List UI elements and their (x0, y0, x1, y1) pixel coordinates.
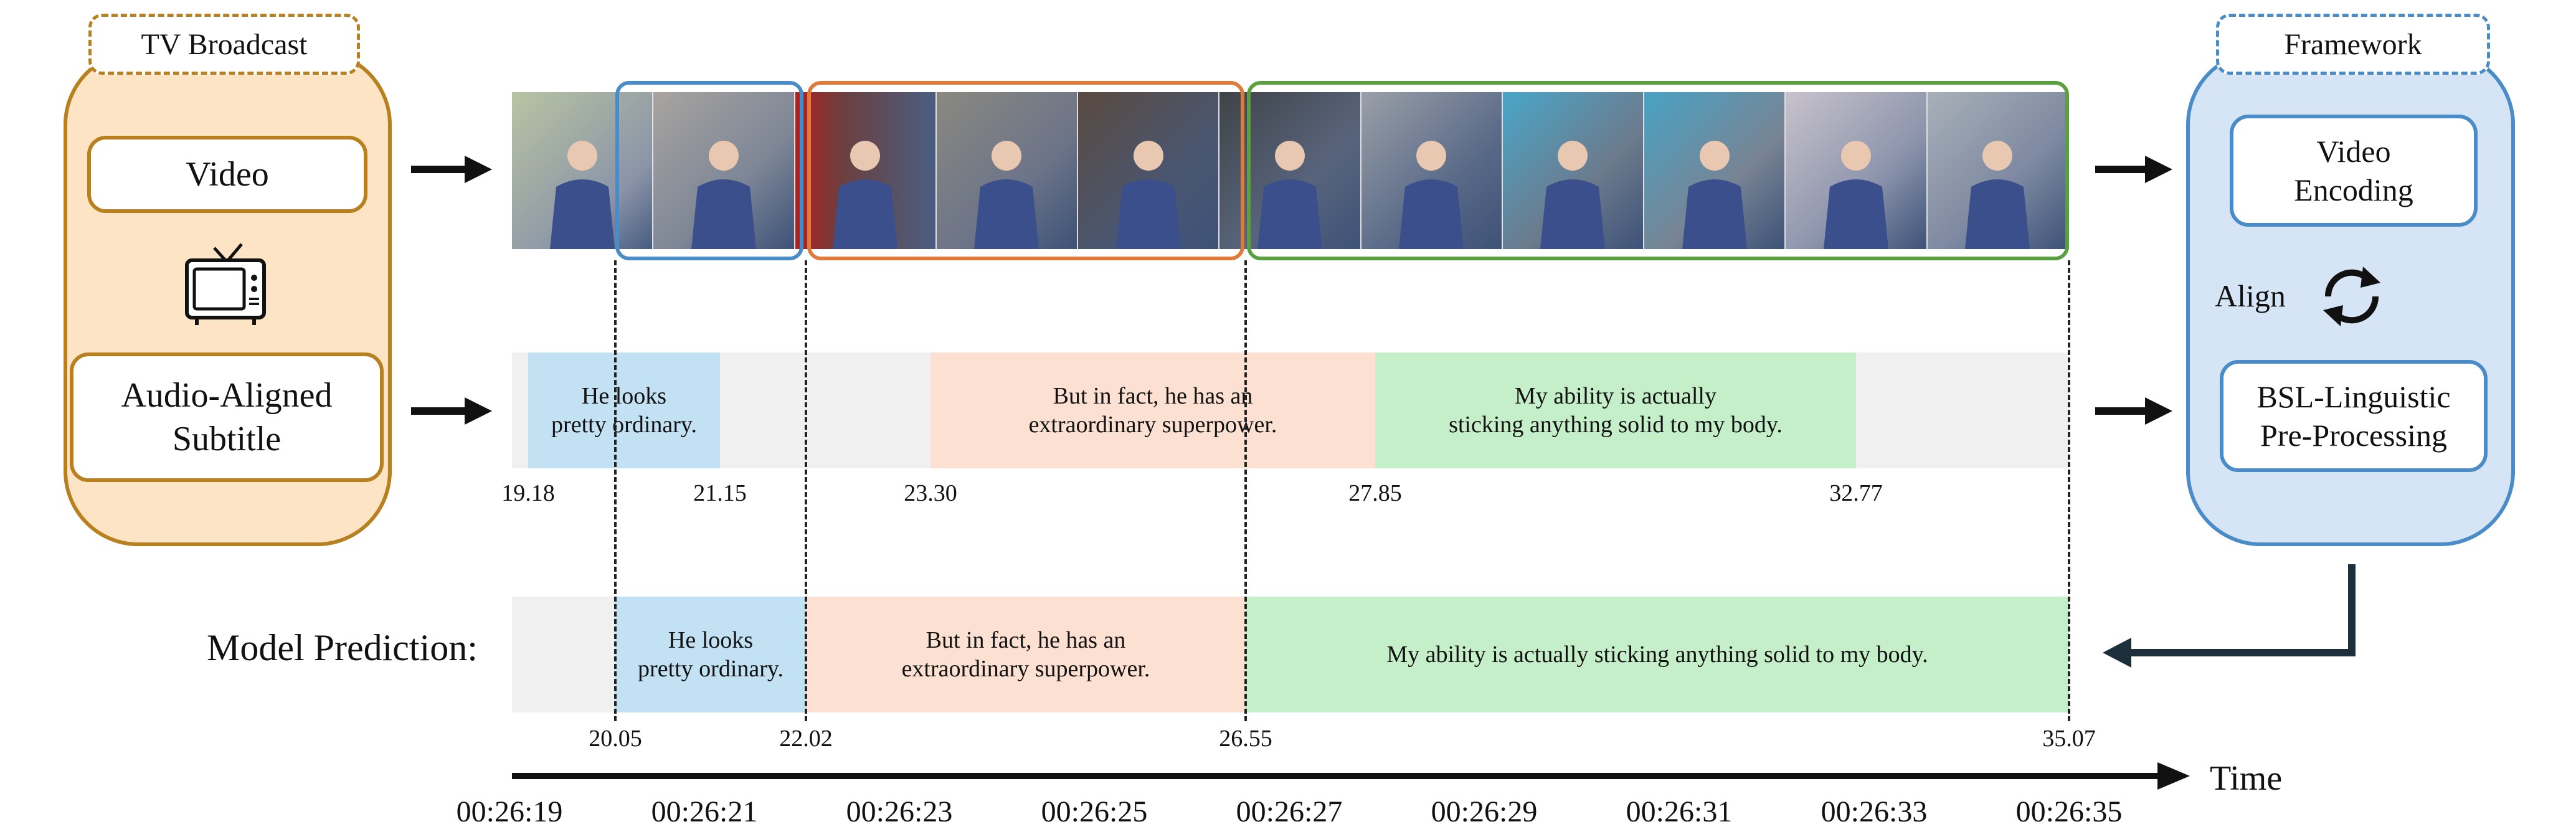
prediction-segment: He looks pretty ordinary. (615, 597, 806, 712)
time-tick: 00:26:23 (846, 795, 953, 828)
prediction-segment: But in fact, he has an extraordinary sup… (806, 597, 1246, 712)
time-tick: 00:26:33 (1821, 795, 1928, 828)
subtitle-segment: My ability is actually sticking anything… (1375, 352, 1856, 468)
align-label: Align (2215, 278, 2286, 313)
tv-broadcast-title: TV Broadcast (141, 27, 308, 61)
alignment-dashed-line (614, 260, 617, 721)
alignment-dashed-line (1244, 260, 1247, 721)
segment-box-orange (807, 81, 1244, 260)
framework-tag: Framework (2216, 14, 2490, 75)
video-frame (1927, 92, 2069, 249)
arrow-head (465, 397, 492, 425)
arrow-head (2145, 397, 2172, 425)
tv-icon (182, 242, 269, 329)
video-label: Video (186, 155, 269, 194)
time-tick: 00:26:29 (1431, 795, 1538, 828)
segment-box-green (1247, 81, 2069, 260)
subtitle-timestamp: 21.15 (693, 480, 747, 506)
framework-title: Framework (2284, 27, 2422, 61)
alignment-dashed-line (805, 260, 807, 721)
prediction-timestamp: 35.07 (2042, 726, 2096, 752)
bsl-preprocessing-box: BSL-Linguistic Pre-Processing (2220, 360, 2488, 472)
arrow-framework-to-prediction (2129, 564, 2356, 656)
sync-icon (2313, 258, 2390, 335)
segment-box-blue (615, 81, 803, 260)
video-frame (1644, 92, 1786, 249)
alignment-dashed-line (2068, 260, 2070, 721)
time-axis-label: Time (2210, 759, 2283, 798)
video-box: Video (87, 136, 367, 213)
video-frame (1502, 92, 1645, 249)
subtitle-segment: He looks pretty ordinary. (528, 352, 720, 468)
arrow-head (2103, 638, 2131, 668)
video-frame (1078, 92, 1220, 249)
time-tick: 00:26:25 (1041, 795, 1148, 828)
time-tick: 00:26:35 (2015, 795, 2123, 828)
arrow-head (465, 156, 492, 183)
video-frame (1786, 92, 1928, 249)
time-tick: 00:26:21 (651, 795, 758, 828)
video-encoding-box: Video Encoding (2230, 115, 2478, 227)
subtitle-segment: But in fact, he has an extraordinary sup… (930, 352, 1375, 468)
prediction-timestamp: 26.55 (1219, 726, 1272, 752)
bsl-preprocessing-label: BSL-Linguistic Pre-Processing (2256, 379, 2451, 453)
time-tick: 00:26:19 (456, 795, 563, 828)
prediction-timestamp: 20.05 (589, 726, 642, 752)
subtitle-timestamp: 19.18 (501, 480, 555, 506)
tv-broadcast-tag: TV Broadcast (88, 14, 360, 75)
time-tick: 00:26:31 (1626, 795, 1733, 828)
model-prediction-label: Model Prediction: (207, 627, 478, 668)
prediction-timestamp: 22.02 (779, 726, 833, 752)
video-frame (512, 92, 654, 249)
subtitle-timestamp: 23.30 (904, 480, 957, 506)
subtitle-label: Audio-Aligned Subtitle (121, 376, 333, 458)
arrow-head (2145, 156, 2172, 183)
subtitle-timestamp: 32.77 (1829, 480, 1883, 506)
time-tick: 00:26:27 (1236, 795, 1343, 828)
video-frame (795, 92, 937, 249)
subtitle-timestamp: 27.85 (1348, 480, 1402, 506)
subtitle-box: Audio-Aligned Subtitle (70, 352, 384, 482)
video-frame (936, 92, 1079, 249)
prediction-segment: My ability is actually sticking anything… (1246, 597, 2069, 712)
video-frame (1361, 92, 1503, 249)
time-axis-arrowhead (2157, 762, 2190, 790)
video-frame (653, 92, 795, 249)
video-encoding-label: Video Encoding (2294, 133, 2413, 208)
